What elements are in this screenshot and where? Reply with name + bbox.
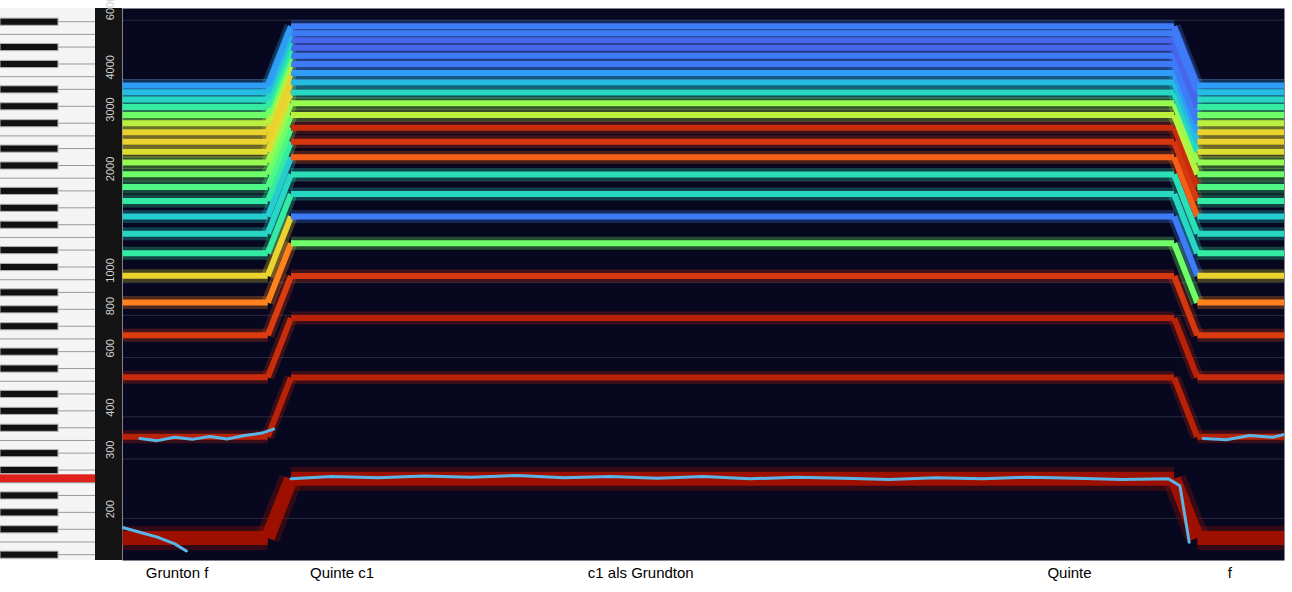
svg-text:4000: 4000	[104, 55, 116, 79]
svg-text:1000: 1000	[104, 258, 116, 282]
svg-text:6000: 6000	[104, 0, 116, 20]
svg-text:Grunton f: Grunton f	[146, 564, 209, 581]
svg-text:c1 als Grundton: c1 als Grundton	[588, 564, 694, 581]
svg-text:3000: 3000	[104, 97, 116, 121]
svg-text:Quinte: Quinte	[1047, 564, 1091, 581]
svg-text:Quinte c1: Quinte c1	[310, 564, 374, 581]
svg-text:800: 800	[104, 297, 116, 315]
svg-text:600: 600	[104, 339, 116, 357]
svg-text:400: 400	[104, 398, 116, 416]
svg-text:2000: 2000	[104, 157, 116, 181]
svg-text:300: 300	[104, 441, 116, 459]
svg-text:200: 200	[104, 500, 116, 518]
svg-text:f: f	[1228, 564, 1233, 581]
